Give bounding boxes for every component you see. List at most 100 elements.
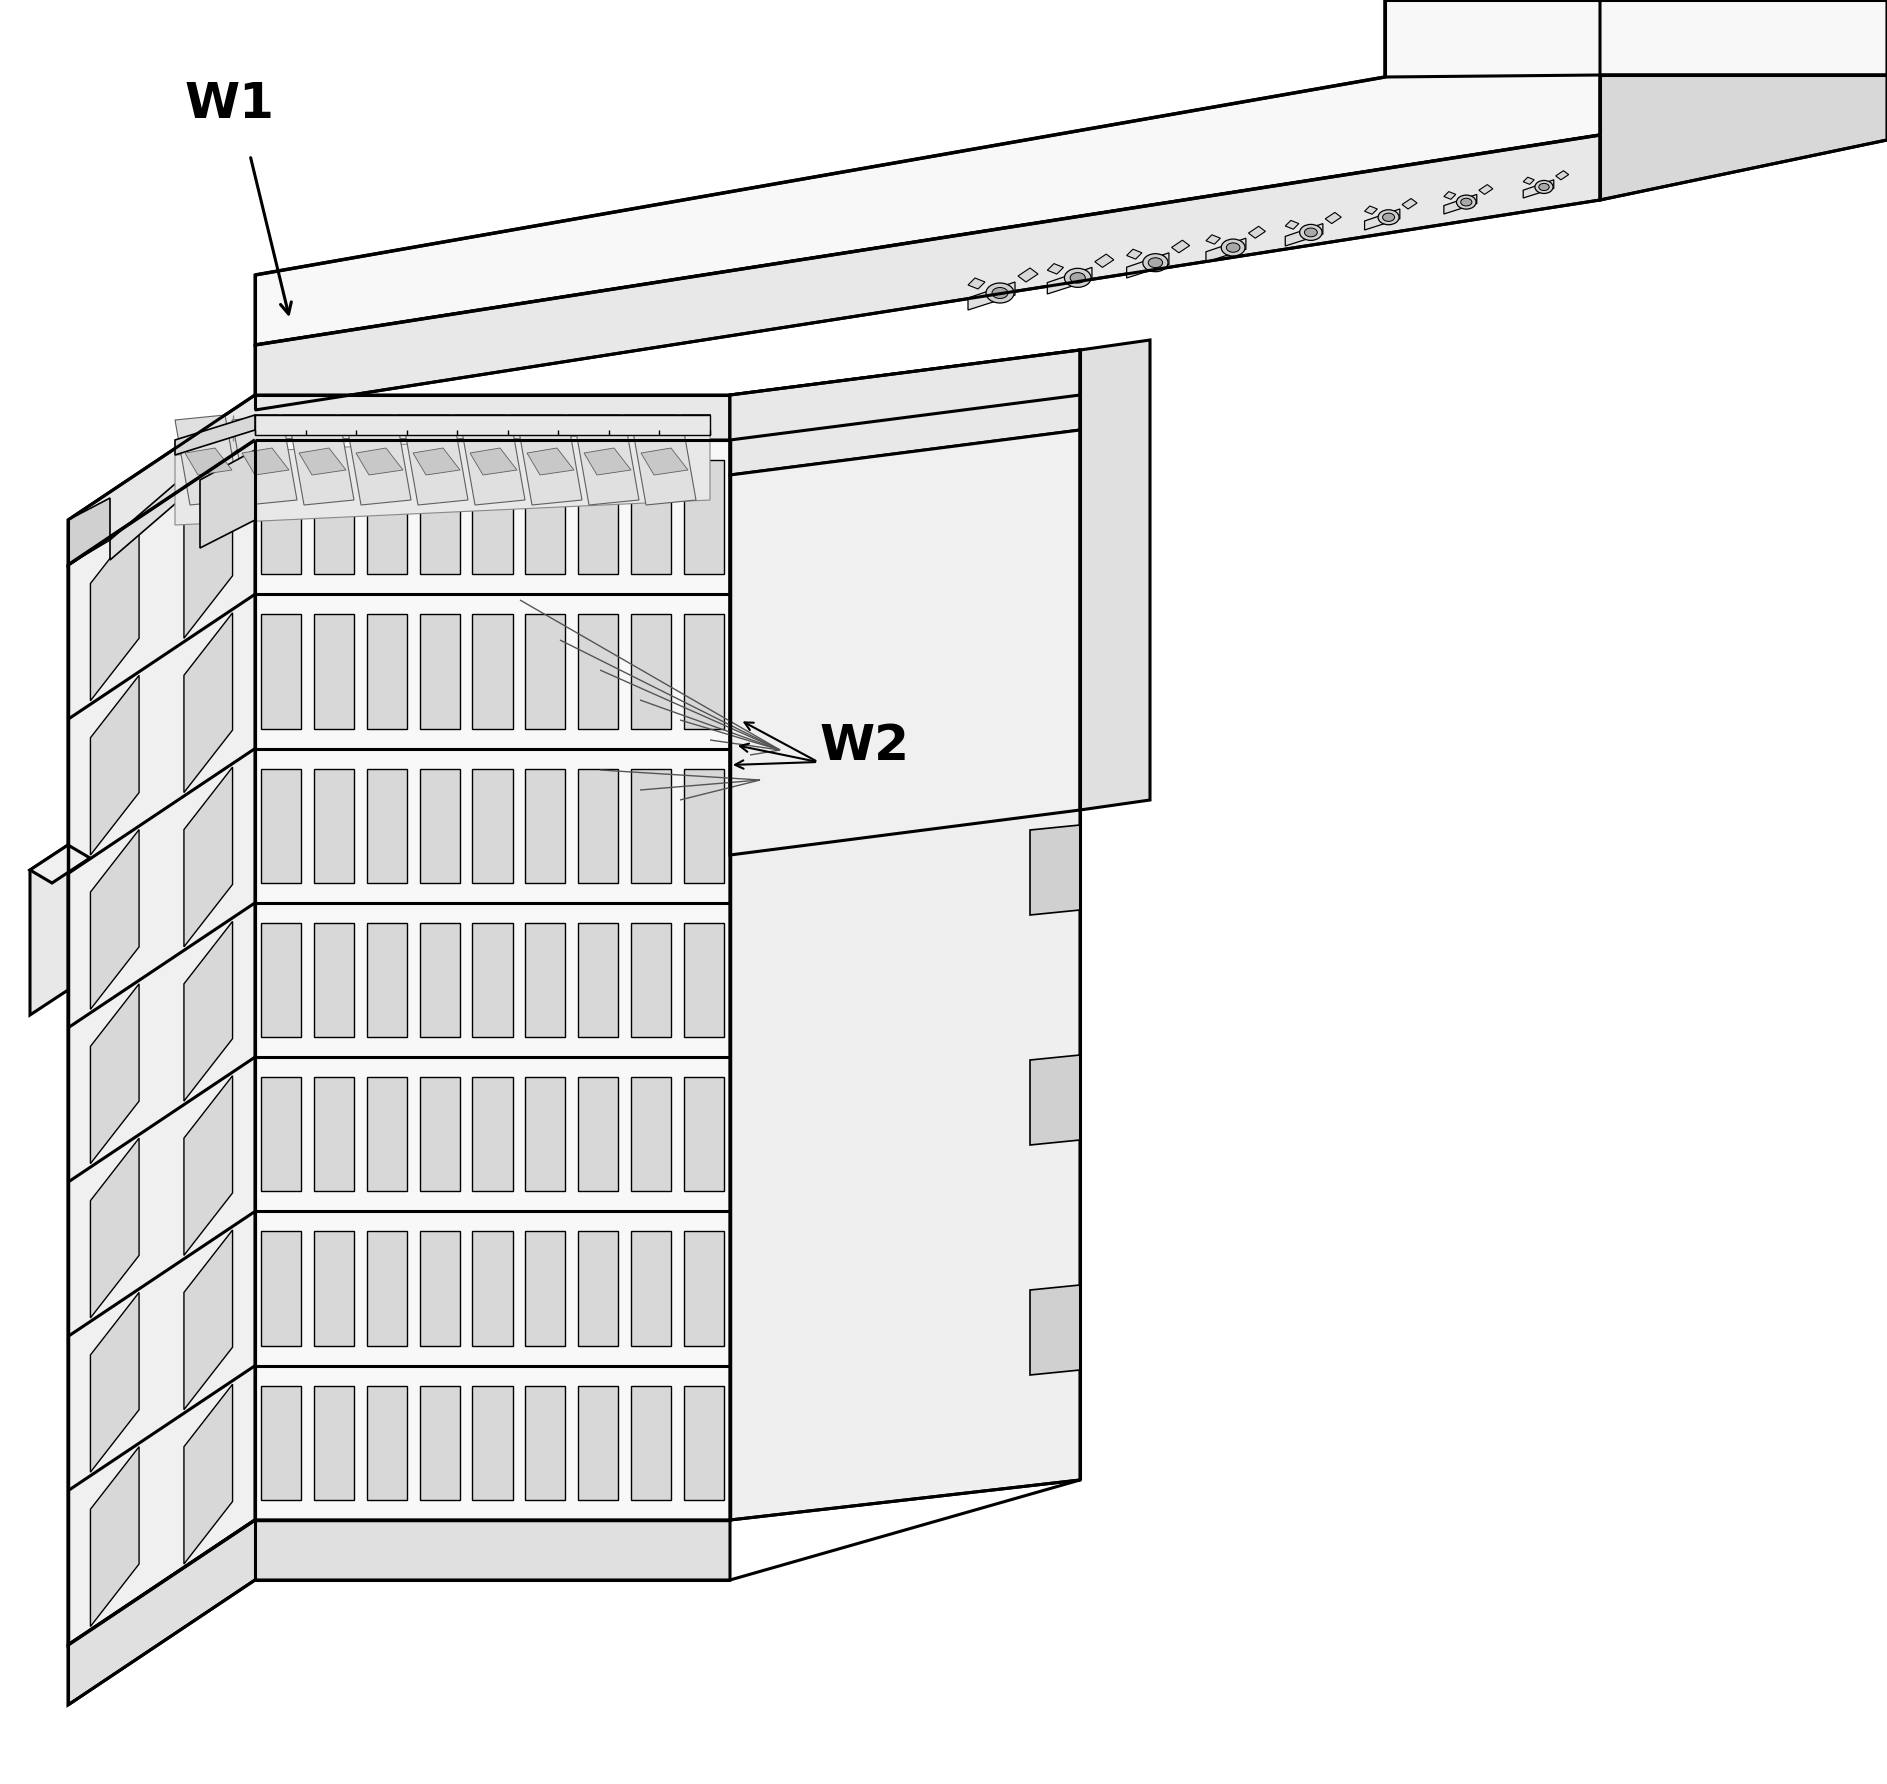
Ellipse shape bbox=[1221, 239, 1245, 257]
Ellipse shape bbox=[1304, 228, 1317, 237]
Polygon shape bbox=[232, 416, 296, 505]
Polygon shape bbox=[366, 614, 408, 728]
Polygon shape bbox=[1364, 209, 1400, 230]
Polygon shape bbox=[630, 769, 672, 883]
Polygon shape bbox=[419, 614, 460, 728]
Polygon shape bbox=[419, 1231, 460, 1345]
Polygon shape bbox=[260, 460, 302, 574]
Polygon shape bbox=[683, 922, 725, 1037]
Polygon shape bbox=[1030, 1054, 1079, 1145]
Polygon shape bbox=[472, 769, 513, 883]
Ellipse shape bbox=[1300, 225, 1323, 241]
Polygon shape bbox=[366, 1078, 408, 1192]
Polygon shape bbox=[91, 676, 140, 855]
Polygon shape bbox=[525, 1386, 566, 1500]
Polygon shape bbox=[526, 448, 574, 475]
Polygon shape bbox=[472, 922, 513, 1037]
Ellipse shape bbox=[1378, 211, 1398, 225]
Polygon shape bbox=[30, 846, 91, 883]
Polygon shape bbox=[574, 416, 640, 505]
Polygon shape bbox=[91, 983, 140, 1163]
Polygon shape bbox=[683, 460, 725, 574]
Polygon shape bbox=[1523, 180, 1553, 198]
Polygon shape bbox=[419, 1386, 460, 1500]
Ellipse shape bbox=[1064, 268, 1091, 287]
Polygon shape bbox=[183, 767, 232, 947]
Polygon shape bbox=[730, 350, 1079, 475]
Ellipse shape bbox=[1147, 257, 1162, 268]
Ellipse shape bbox=[1144, 253, 1168, 271]
Text: W2: W2 bbox=[821, 723, 910, 771]
Text: W1: W1 bbox=[185, 80, 276, 128]
Polygon shape bbox=[630, 1078, 672, 1192]
Polygon shape bbox=[419, 460, 460, 574]
Polygon shape bbox=[255, 0, 1887, 344]
Polygon shape bbox=[183, 612, 232, 792]
Polygon shape bbox=[1444, 194, 1478, 214]
Polygon shape bbox=[683, 1078, 725, 1192]
Ellipse shape bbox=[1534, 180, 1553, 193]
Polygon shape bbox=[577, 1231, 619, 1345]
Polygon shape bbox=[730, 350, 1079, 441]
Polygon shape bbox=[1047, 268, 1093, 294]
Polygon shape bbox=[1479, 184, 1493, 194]
Polygon shape bbox=[1030, 824, 1079, 915]
Polygon shape bbox=[630, 1231, 672, 1345]
Polygon shape bbox=[260, 769, 302, 883]
Polygon shape bbox=[525, 460, 566, 574]
Polygon shape bbox=[1030, 1284, 1079, 1375]
Polygon shape bbox=[968, 278, 985, 289]
Polygon shape bbox=[255, 441, 730, 1520]
Polygon shape bbox=[525, 769, 566, 883]
Polygon shape bbox=[1444, 191, 1455, 200]
Polygon shape bbox=[91, 1138, 140, 1318]
Ellipse shape bbox=[987, 284, 1013, 303]
Polygon shape bbox=[472, 1231, 513, 1345]
Polygon shape bbox=[68, 394, 730, 566]
Polygon shape bbox=[260, 1386, 302, 1500]
Polygon shape bbox=[472, 614, 513, 728]
Polygon shape bbox=[255, 416, 710, 435]
Polygon shape bbox=[366, 1386, 408, 1500]
Polygon shape bbox=[413, 448, 460, 475]
Polygon shape bbox=[730, 394, 1079, 1520]
Polygon shape bbox=[1600, 75, 1887, 200]
Polygon shape bbox=[242, 448, 289, 475]
Polygon shape bbox=[525, 1078, 566, 1192]
Polygon shape bbox=[470, 448, 517, 475]
Polygon shape bbox=[366, 769, 408, 883]
Polygon shape bbox=[313, 1078, 355, 1192]
Polygon shape bbox=[460, 416, 525, 505]
Polygon shape bbox=[1017, 268, 1038, 282]
Polygon shape bbox=[313, 1386, 355, 1500]
Polygon shape bbox=[1249, 227, 1266, 239]
Ellipse shape bbox=[1227, 243, 1240, 252]
Polygon shape bbox=[419, 769, 460, 883]
Polygon shape bbox=[298, 448, 345, 475]
Polygon shape bbox=[200, 450, 255, 548]
Polygon shape bbox=[1047, 264, 1064, 275]
Polygon shape bbox=[683, 1231, 725, 1345]
Polygon shape bbox=[68, 441, 255, 1645]
Polygon shape bbox=[183, 1076, 232, 1256]
Polygon shape bbox=[91, 830, 140, 1010]
Polygon shape bbox=[630, 922, 672, 1037]
Polygon shape bbox=[1030, 596, 1079, 685]
Polygon shape bbox=[1285, 223, 1323, 246]
Ellipse shape bbox=[993, 287, 1008, 298]
Polygon shape bbox=[630, 416, 696, 505]
Polygon shape bbox=[175, 430, 710, 524]
Polygon shape bbox=[1127, 250, 1142, 259]
Polygon shape bbox=[683, 614, 725, 728]
Polygon shape bbox=[419, 922, 460, 1037]
Polygon shape bbox=[1172, 241, 1189, 253]
Polygon shape bbox=[1206, 239, 1245, 262]
Polygon shape bbox=[91, 1292, 140, 1472]
Polygon shape bbox=[404, 416, 468, 505]
Polygon shape bbox=[289, 416, 355, 505]
Polygon shape bbox=[630, 614, 672, 728]
Polygon shape bbox=[968, 282, 1015, 310]
Polygon shape bbox=[525, 614, 566, 728]
Polygon shape bbox=[730, 430, 1079, 855]
Polygon shape bbox=[260, 614, 302, 728]
